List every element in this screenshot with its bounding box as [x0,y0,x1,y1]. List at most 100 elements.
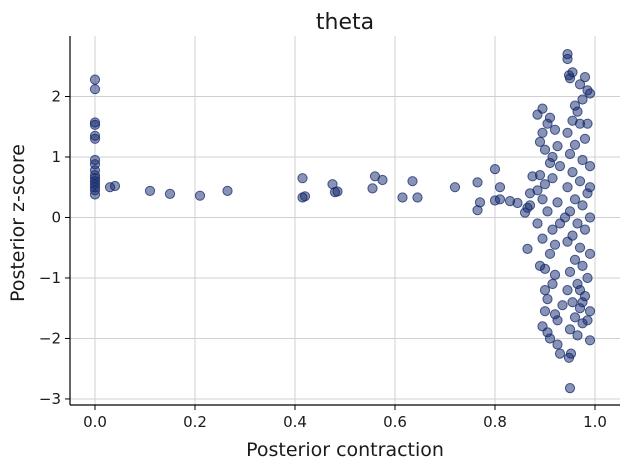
scatter-point [582,118,593,129]
scatter-point [544,112,556,123]
x-tick-label: 0.6 [383,413,407,431]
scatter-point [222,185,233,196]
scatter-point [552,141,563,152]
scatter-point [544,248,556,259]
scatter-point [564,148,576,160]
scatter-point [194,190,206,201]
scatter-point [524,200,536,211]
scatter-point [562,182,573,193]
scatter-point [397,192,408,203]
scatter-point [579,224,591,235]
scatter-point [544,157,556,169]
x-axis-label: Posterior contraction [246,439,444,461]
scatter-point [489,164,501,175]
scatter-point [562,236,573,247]
scatter-point [164,188,176,199]
scatter-point [494,182,506,193]
scatter-point [547,173,558,184]
scatter-point [574,285,586,296]
scatter-point [584,161,596,172]
scatter-point [577,260,588,271]
scatter-point [472,177,483,188]
scatter-point [559,212,571,223]
scatter-point [584,212,596,223]
scatter-point [552,339,563,350]
points-layer [89,49,596,394]
scatter-point [537,127,548,138]
scatter-point [542,327,553,338]
scatter-point [579,133,591,144]
scatter-point [577,154,588,166]
scatter-point [563,352,575,363]
scatter-point [549,124,561,135]
scatter-point [299,191,311,202]
scatter-point [534,136,546,147]
y-tick-label: −2 [39,329,61,347]
scatter-point [539,144,551,155]
scatter-point [377,174,388,186]
scatter-point [532,185,543,196]
scatter-point [584,88,596,99]
scatter-point [557,300,568,311]
scatter-point [89,189,101,200]
scatter-point [572,330,583,341]
x-tick-label: 1.0 [583,413,607,431]
scatter-point [577,200,588,211]
scatter-point [549,269,561,280]
scatter-point [332,186,343,197]
scatter-point [567,167,578,178]
scatter-point [539,179,551,190]
scatter-point [572,106,583,117]
scatter-point [552,197,563,208]
scatter-point [569,194,581,205]
scatter-point [577,94,588,105]
scatter-point [547,278,558,290]
scatter-point [522,243,533,254]
scatter-point [584,182,596,193]
grid-layer [70,36,620,405]
y-tick-label: −1 [39,269,61,287]
scatter-point [579,72,591,83]
scatter-point [109,180,121,192]
chart-title: theta [316,10,374,35]
scatter-point [297,173,308,184]
scatter-point [367,183,378,194]
scatter-point [569,254,581,265]
scatter-point [574,242,586,253]
scatter-point [542,294,553,305]
scatter-point [577,297,588,308]
scatter-point [407,176,418,187]
scatter-point [542,206,553,217]
scatter-point [512,197,523,209]
scatter-point [569,312,581,323]
scatter-point [582,272,593,284]
scatter-point [584,248,596,259]
scatter-point [554,161,566,172]
scatter-point [534,170,546,181]
y-tick-label: 0 [51,208,61,226]
x-tick-label: 0.2 [183,413,207,431]
scatter-point [89,119,101,131]
y-axis-label: Posterior z-score [7,144,29,302]
scatter-point [572,218,583,229]
scatter-point [547,224,558,235]
x-tick-label: 0.4 [283,413,307,431]
scatter-point [562,285,573,296]
scatter-point [539,306,551,317]
scatter-point [494,194,506,205]
y-tick-label: 2 [51,87,61,105]
scatter-point [144,185,156,196]
x-tick-label: 0.0 [83,413,107,431]
scatter-point [449,182,461,193]
scatter-point [564,266,576,277]
scatter-point [574,176,586,187]
scatter-point [537,103,548,114]
scatter-point [562,53,573,65]
y-tick-label: 1 [51,148,61,166]
y-tick-label: −3 [39,390,61,408]
axes-layer: 0.0 0.2 0.4 0.6 0.8 1.0 −3 −2 −1 0 1 2 [39,36,620,431]
scatter-point [567,297,578,308]
scatter-point [534,260,546,271]
scatter-point [552,315,563,326]
